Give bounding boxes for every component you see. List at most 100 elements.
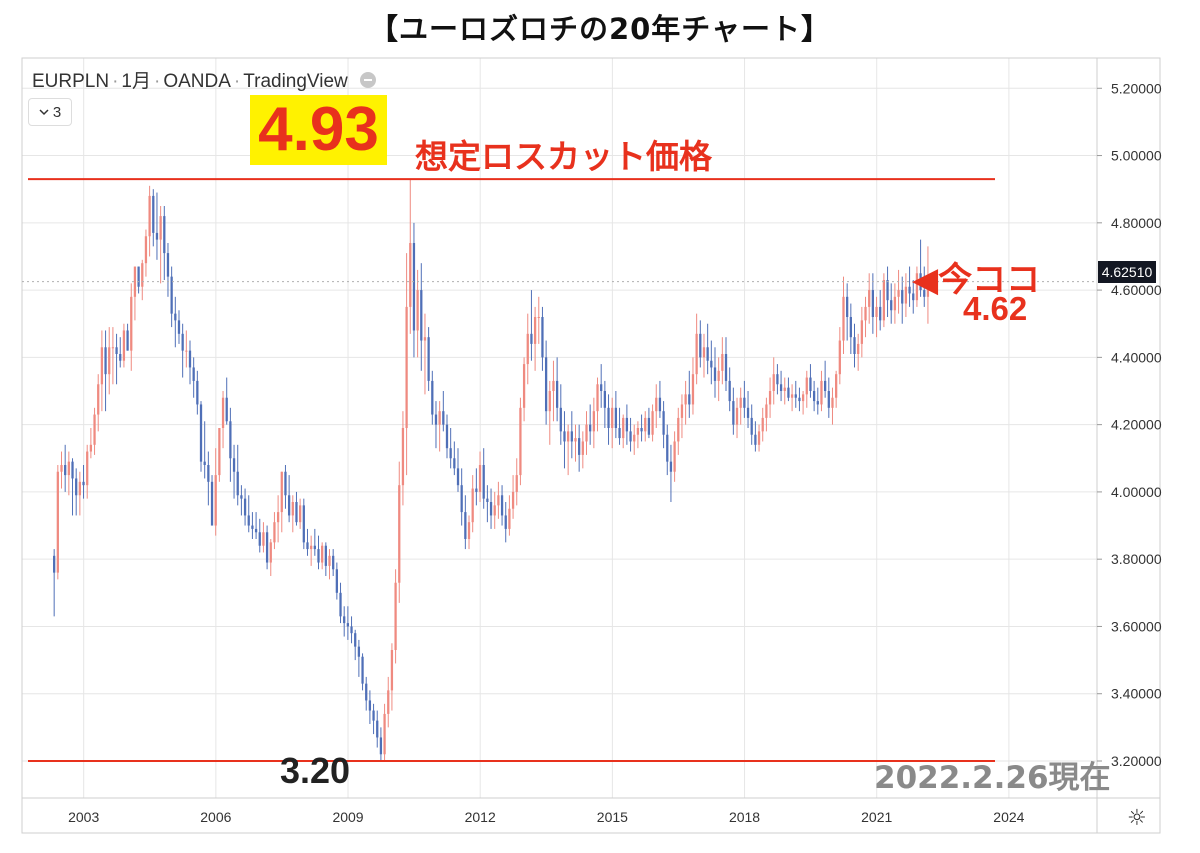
candle-body <box>537 317 540 318</box>
candle-body <box>699 333 702 358</box>
candle-body <box>611 407 614 428</box>
candle-body <box>460 485 463 513</box>
candle-body <box>401 428 405 486</box>
candle <box>717 357 720 402</box>
candle-body <box>302 505 305 543</box>
candle <box>801 391 805 415</box>
candle <box>515 458 518 506</box>
candle-body <box>284 471 287 496</box>
candle <box>192 357 195 398</box>
candle-body <box>812 391 816 402</box>
candle <box>431 370 434 425</box>
candle-body <box>181 333 184 351</box>
candle-body <box>691 374 695 405</box>
x-tick-label: 2024 <box>993 809 1024 825</box>
candle-body <box>240 495 243 499</box>
candle-body <box>276 512 280 523</box>
candle <box>662 401 665 449</box>
candle-body <box>754 434 757 445</box>
y-tick-label: 4.00000 <box>1111 484 1162 500</box>
candle-body <box>144 236 148 264</box>
candle-body <box>581 441 584 455</box>
candle-body <box>126 330 129 351</box>
candle-body <box>67 461 70 476</box>
candle <box>783 377 786 405</box>
candle <box>108 327 111 395</box>
symbol-header[interactable]: EURPLN · 1月 · OANDA · TradingView <box>32 66 376 93</box>
candle-body <box>431 380 434 415</box>
gear-icon[interactable]: ☼ <box>1127 806 1147 831</box>
candle <box>893 283 897 324</box>
candle <box>427 327 430 391</box>
candle-body <box>746 407 750 418</box>
candle-body <box>82 481 85 486</box>
candle-body <box>427 337 430 381</box>
candle-body <box>779 384 783 391</box>
candle <box>574 424 577 462</box>
candle <box>596 377 599 432</box>
candle <box>533 306 537 371</box>
candle-body <box>108 347 111 375</box>
candle <box>188 340 192 385</box>
candle <box>544 340 548 425</box>
candle <box>210 475 214 526</box>
candle-body <box>335 569 338 593</box>
candle-body <box>398 485 401 583</box>
candle <box>280 471 283 533</box>
candle <box>691 357 695 415</box>
candle-body <box>232 458 236 472</box>
candle-body <box>166 253 170 277</box>
candle <box>504 502 507 543</box>
candle-body <box>849 317 852 338</box>
x-tick-label: 2003 <box>68 809 99 825</box>
candle <box>919 239 922 297</box>
candle <box>611 397 614 449</box>
candle-body <box>236 471 239 496</box>
candle <box>482 448 485 509</box>
x-tick-label: 2015 <box>597 809 628 825</box>
candle <box>493 491 496 529</box>
candle-body <box>207 465 210 482</box>
candle-body <box>247 515 250 526</box>
candle <box>603 380 606 428</box>
candle-body <box>295 502 298 523</box>
candle <box>416 269 419 358</box>
candle <box>768 377 772 418</box>
candle <box>592 397 595 449</box>
candle <box>445 414 449 459</box>
candle-body <box>805 377 808 395</box>
candle <box>240 485 243 516</box>
candle <box>287 475 291 523</box>
candle-body <box>155 232 159 240</box>
candle-body <box>196 380 199 405</box>
candle-body <box>739 397 742 408</box>
candle <box>585 411 588 455</box>
eye-icon[interactable] <box>359 71 376 88</box>
candle-body <box>886 280 889 301</box>
current-position-label: ◀今ココ <box>912 260 1041 300</box>
candle-body <box>287 495 291 516</box>
y-tick-label: 3.80000 <box>1111 551 1162 567</box>
candle-body <box>823 380 827 391</box>
candle-body <box>53 555 56 573</box>
candle <box>915 266 919 307</box>
candle <box>434 401 438 449</box>
candle-body <box>93 414 96 445</box>
candle-body <box>456 468 460 486</box>
candle-body <box>372 710 375 721</box>
candle <box>743 380 746 418</box>
candle <box>548 380 551 445</box>
interval-label: 1月 <box>121 71 151 92</box>
candle <box>622 414 625 449</box>
candle-body <box>629 431 632 442</box>
indicator-toggle[interactable]: 3 <box>28 98 72 126</box>
as-of-date: 2022.2.26現在 <box>874 760 1111 796</box>
candle <box>853 323 856 368</box>
candle-body <box>783 387 786 391</box>
candle <box>343 606 346 637</box>
candle <box>578 424 581 472</box>
y-tick-label: 5.20000 <box>1111 80 1162 96</box>
candle <box>361 653 364 691</box>
candle-body <box>60 465 63 472</box>
